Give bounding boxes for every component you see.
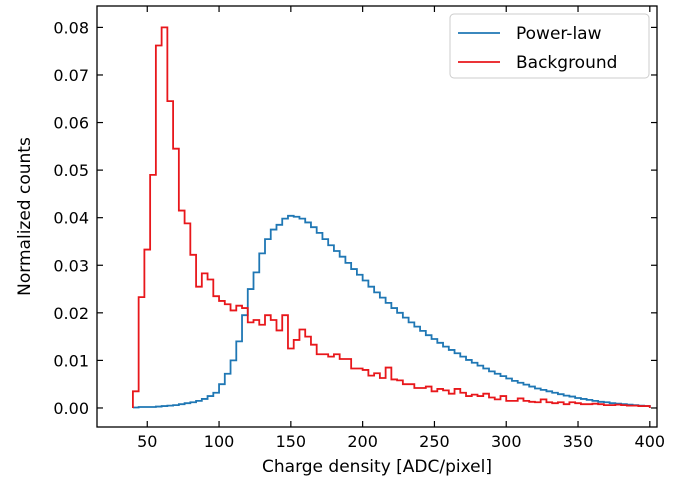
y-tick-label: 0.02 (53, 304, 89, 323)
x-axis-label: Charge density [ADC/pixel] (262, 457, 492, 477)
x-tick-label: 200 (347, 432, 378, 451)
x-axis: 50 100 150 200 250 300 350 400 (137, 6, 665, 451)
x-tick-label: 350 (563, 432, 594, 451)
y-tick-label: 0.05 (53, 161, 89, 180)
x-tick-label: 250 (419, 432, 450, 451)
y-axis-label: Normalized counts (15, 137, 35, 296)
y-tick-label: 0.01 (53, 351, 89, 370)
y-tick-label: 0.00 (53, 399, 89, 418)
y-tick-label: 0.04 (53, 209, 89, 228)
plot-area (132, 26, 651, 409)
x-tick-label: 400 (635, 432, 666, 451)
series-line-background (132, 26, 651, 408)
y-tick-label: 0.03 (53, 256, 89, 275)
legend-label-power-law: Power-law (516, 24, 602, 44)
y-tick-label: 0.06 (53, 114, 89, 133)
x-tick-label: 300 (491, 432, 522, 451)
plot-frame (96, 5, 658, 428)
x-tick-label: 50 (137, 432, 157, 451)
series-line-power-law (132, 214, 651, 409)
y-tick-label: 0.07 (53, 66, 89, 85)
legend: Power-law Background (449, 13, 650, 79)
y-tick-label: 0.08 (53, 18, 89, 37)
x-tick-label: 150 (276, 432, 307, 451)
x-tick-label: 100 (204, 432, 235, 451)
legend-label-background: Background (516, 53, 617, 73)
y-axis: 0.00 0.01 0.02 0.03 0.04 0.05 0.06 0.07 0.08 (53, 18, 657, 418)
